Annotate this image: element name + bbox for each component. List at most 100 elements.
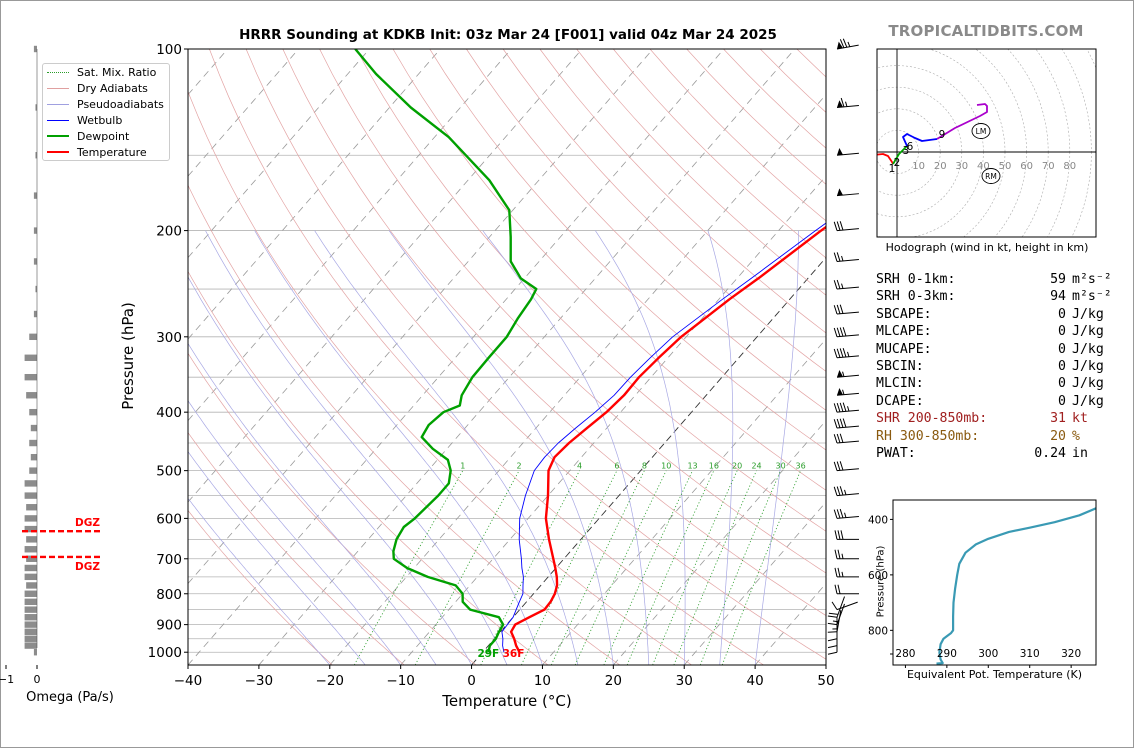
- stat-unit: J/kg: [1072, 306, 1104, 322]
- wind-barb-full: [833, 305, 838, 315]
- wind-barb-half: [842, 389, 845, 395]
- y-tick-label: 700: [156, 552, 182, 568]
- legend-item-pseudoadiabats: Pseudoadiabats: [43, 96, 169, 112]
- mixing-ratio-label: 10: [661, 462, 671, 471]
- omega-bar: [35, 152, 37, 159]
- y-tick-label: 900: [156, 618, 182, 634]
- stat-unit: m²s⁻²: [1072, 272, 1112, 287]
- theta-y-tick-label: 400: [868, 514, 888, 526]
- wind-barb: [833, 221, 859, 232]
- omega-bar: [24, 546, 37, 553]
- stat-unit: J/kg: [1072, 393, 1104, 409]
- legend-item-sat-mix-ratio: Sat. Mix. Ratio: [43, 64, 169, 80]
- wind-barb-full: [836, 418, 841, 428]
- wind-barb-full: [842, 327, 847, 337]
- wind-barb-flag: [837, 188, 843, 196]
- wind-barb-full: [836, 509, 841, 519]
- x-tick-label: 10: [534, 673, 551, 689]
- pseudoadiabat-line: [205, 230, 508, 665]
- wind-barb-staff: [836, 493, 859, 497]
- wind-barb: [833, 304, 859, 315]
- wind-barb-staff: [836, 311, 859, 315]
- hodograph-height-label: 3: [903, 145, 910, 157]
- omega-bar: [24, 606, 37, 613]
- mixing-ratio-label: 24: [751, 462, 761, 471]
- wind-barb-staff: [836, 286, 859, 290]
- hodograph-motion-marker: [971, 123, 991, 139]
- wind-barb-full: [842, 418, 847, 428]
- stat-unit: J/kg: [1072, 324, 1104, 340]
- omega-bar: [24, 525, 37, 533]
- stat-value: 0: [1058, 376, 1066, 392]
- wind-barb-full: [837, 549, 841, 559]
- mixing-ratio-line: [652, 470, 738, 665]
- wind-barb-staff: [836, 515, 859, 519]
- y-tick-label: 500: [156, 464, 182, 480]
- legend-swatch: [47, 71, 69, 73]
- pseudoadiabat-line: [388, 230, 614, 665]
- hodograph-ring-label: 80: [1063, 161, 1076, 172]
- hodograph-trace: [902, 133, 938, 147]
- mixing-ratio-line: [550, 470, 645, 665]
- stat-value: 0: [1058, 341, 1066, 357]
- omega-bar: [24, 373, 37, 381]
- wind-barb: [836, 38, 859, 50]
- dry-adiabat-line: [188, 432, 405, 665]
- legend-label: Wetbulb: [77, 113, 123, 127]
- hodograph-title: Hodograph (wind in kt, height in km): [885, 241, 1089, 254]
- omega-bar: [24, 635, 37, 642]
- hodograph-frame: [876, 48, 1097, 238]
- wind-barb: [836, 97, 859, 108]
- stat-row-rh: RH 300-850mb: 20%: [876, 428, 1112, 445]
- pseudoadiabat-line: [707, 230, 734, 665]
- wind-barb-half: [844, 489, 847, 495]
- wind-barb: [833, 433, 859, 444]
- pseudoadiabat-line: [188, 276, 472, 665]
- hodograph-motion-label: RM: [985, 172, 997, 181]
- dry-adiabat-line: [188, 90, 692, 665]
- mixing-ratio-line: [574, 470, 667, 665]
- x-tick-label: −20: [316, 673, 345, 689]
- pseudoadiabat-line: [188, 400, 401, 665]
- x-tick-label: −30: [245, 673, 274, 689]
- mixing-ratio-label: 2: [517, 462, 522, 471]
- omega-bar: [24, 354, 37, 361]
- stat-name: PWAT:: [876, 446, 916, 462]
- wind-barb-full: [831, 601, 838, 610]
- stat-row: PWAT: 0.24 in: [876, 445, 1112, 462]
- dewpoint-profile: [354, 49, 538, 653]
- mixing-ratio-line: [721, 470, 801, 665]
- wind-barb-full: [836, 486, 841, 496]
- theta-e-profile: [936, 507, 1096, 665]
- legend-swatch: [47, 135, 69, 137]
- omega-bar: [33, 45, 37, 53]
- stat-row: DCAPE: 0 J/kg: [876, 393, 1112, 410]
- mixing-ratio-label: 1: [460, 462, 465, 471]
- x-tick-label: −40: [174, 673, 203, 689]
- hodograph-ring-label: 50: [999, 161, 1012, 172]
- wind-barb-staff: [836, 596, 845, 618]
- isotherm-line: [188, 49, 725, 665]
- wind-barb-half: [845, 101, 848, 107]
- stat-value: 20: [1050, 428, 1066, 444]
- wind-barb: [834, 549, 859, 560]
- wind-barb: [836, 388, 859, 396]
- pseudoadiabat-line: [595, 230, 686, 665]
- dry-adiabat-line: [392, 49, 826, 491]
- wind-barb-full: [834, 584, 838, 594]
- wind-barb: [833, 461, 859, 472]
- hodograph-ring-label: 70: [1042, 161, 1055, 172]
- wind-barb-full: [834, 549, 838, 559]
- hodograph-motion-label: LM: [976, 127, 987, 136]
- hodograph-ring-label: 20: [934, 161, 947, 172]
- legend-swatch: [47, 103, 69, 105]
- omega-bar: [24, 621, 37, 628]
- y-axis-label: Pressure (hPa): [119, 302, 137, 410]
- wind-barb-full: [828, 612, 839, 615]
- wind-barb: [833, 486, 859, 497]
- legend-swatch: [47, 87, 69, 89]
- dgz-label: DGZ: [75, 517, 100, 529]
- isotherm-line: [188, 49, 512, 422]
- stat-name: SBCIN:: [876, 359, 924, 375]
